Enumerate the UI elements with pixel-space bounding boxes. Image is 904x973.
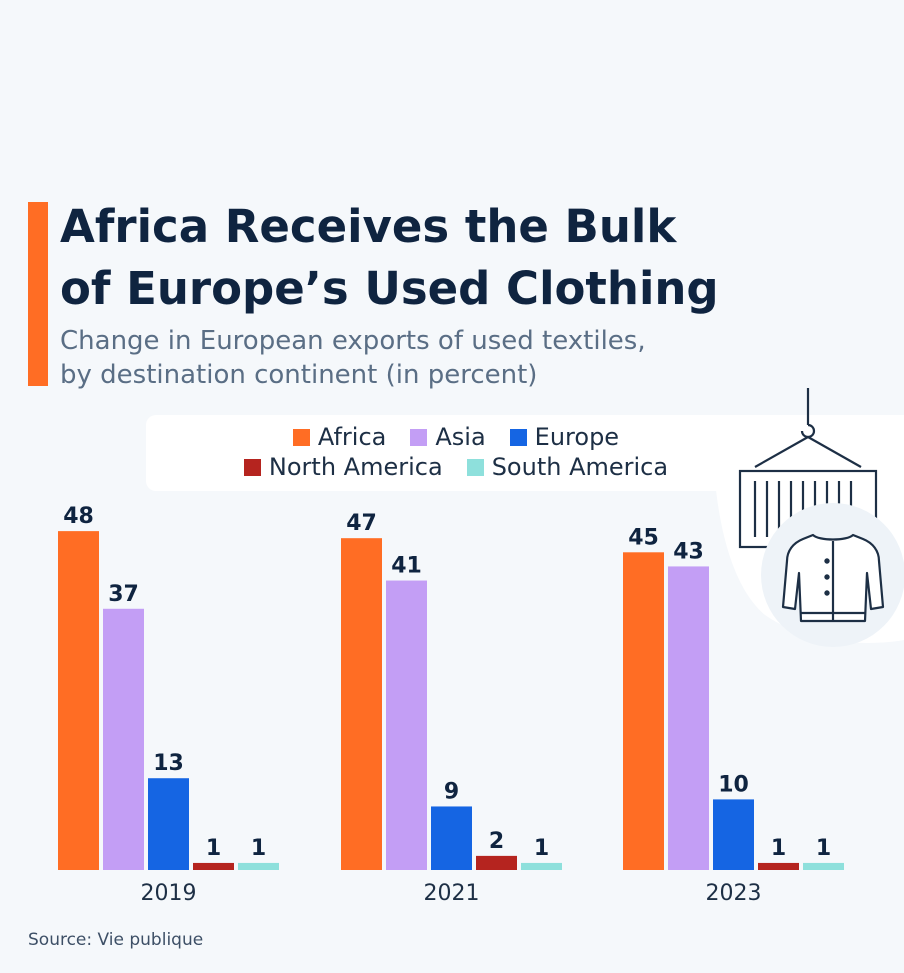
value-label-2019-africa: 48	[63, 504, 94, 529]
value-label-2019-asia: 37	[108, 582, 139, 607]
value-label-2023-europe: 10	[718, 772, 749, 797]
bar-2019-africa	[58, 531, 99, 870]
chart-title: Africa Receives the Bulk of Europe’s Use…	[60, 196, 860, 320]
value-label-2021-europe: 9	[444, 779, 459, 804]
chart-subtitle: Change in European exports of used texti…	[60, 324, 860, 392]
value-label-2023-asia: 43	[673, 539, 704, 564]
value-label-2019-south-america: 1	[251, 836, 266, 861]
bar-2019-south-america	[238, 862, 279, 870]
legend-label-europe: Europe	[534, 423, 620, 451]
value-label-2019-north-america: 1	[206, 836, 221, 861]
legend-label-north-america: North America	[268, 453, 443, 481]
container-jacket-illustration	[715, 388, 904, 647]
legend-row-2: North America South America	[146, 453, 766, 481]
bar-2023-asia	[668, 566, 709, 870]
category-tick-group: 2019 2021 2023	[141, 881, 762, 906]
value-label-2021-north-america: 2	[489, 829, 504, 854]
legend-row-1: Africa Asia Europe	[146, 423, 766, 451]
chart-subtitle-line-2: by destination continent (in percent)	[60, 360, 538, 390]
value-label-2023-north-america: 1	[771, 836, 786, 861]
bar-2021-north-america	[476, 855, 517, 870]
bar-2021-africa	[341, 538, 382, 870]
tick-label-2023: 2023	[706, 881, 762, 906]
legend-label-asia: Asia	[435, 423, 486, 451]
legend-item-north-america: North America	[243, 453, 443, 481]
chart-title-line-2: of Europe’s Used Clothing	[60, 262, 719, 315]
legend-label-south-america: South America	[491, 453, 669, 481]
tick-label-2021: 2021	[424, 881, 480, 906]
legend-swatch-asia	[410, 428, 428, 446]
value-label-2021-asia: 41	[391, 554, 422, 579]
bar-2019-europe	[148, 778, 189, 870]
value-label-group: 48 37 13 1 1 47 41 9 2 1 45 43 10 1 1	[63, 504, 831, 861]
chart-title-line-1: Africa Receives the Bulk	[60, 200, 677, 253]
chart-subtitle-line-1: Change in European exports of used texti…	[60, 326, 646, 356]
legend-item-south-america: South America	[466, 453, 669, 481]
bar-2019-north-america	[193, 862, 234, 870]
bar-2023-africa	[623, 552, 664, 870]
bar-2023-europe	[713, 799, 754, 870]
source-note: Source: Vie publique	[28, 930, 204, 950]
value-label-2021-africa: 47	[346, 511, 377, 536]
bar-2021-asia	[386, 580, 427, 870]
legend-swatch-north-america	[243, 458, 261, 476]
value-label-2019-europe: 13	[153, 751, 184, 776]
value-label-2023-africa: 45	[628, 525, 659, 550]
bar-2021-south-america	[521, 862, 562, 870]
legend-item-asia: Asia	[410, 423, 486, 451]
bar-2023-south-america	[803, 862, 844, 870]
legend-label-africa: Africa	[317, 423, 387, 451]
legend-swatch-europe	[509, 428, 527, 446]
tick-label-2019: 2019	[141, 881, 197, 906]
bar-2021-europe	[431, 806, 472, 870]
bar-group	[58, 531, 844, 870]
legend-item-europe: Europe	[509, 423, 620, 451]
bar-2023-north-america	[758, 862, 799, 870]
bar-chart: 48 37 13 1 1 47 41 9 2 1 45 43 10 1 1 2019 2021 2023	[58, 504, 844, 906]
value-label-2023-south-america: 1	[816, 836, 831, 861]
title-accent-bar	[28, 202, 48, 386]
jacket-icon	[781, 533, 885, 623]
legend-swatch-south-america	[466, 458, 484, 476]
value-label-2021-south-america: 1	[534, 836, 549, 861]
legend-swatch-africa	[292, 428, 310, 446]
bar-2019-asia	[103, 608, 144, 870]
legend-item-africa: Africa	[292, 423, 387, 451]
